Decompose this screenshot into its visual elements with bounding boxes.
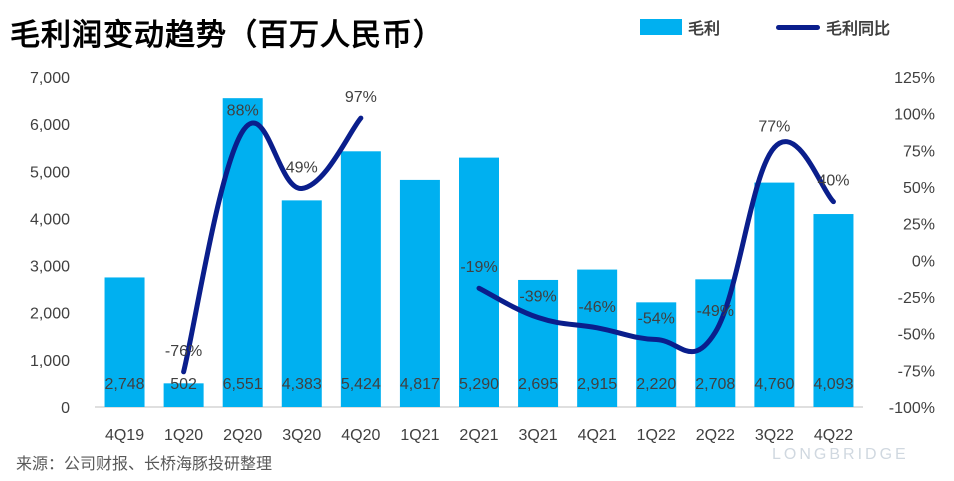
bar — [340, 151, 381, 407]
bar — [163, 383, 204, 407]
bar-value-label: 502 — [170, 376, 197, 393]
yoy-value-label: -46% — [578, 299, 615, 316]
bar-value-label: 2,915 — [577, 376, 617, 393]
yoy-value-label: -49% — [697, 303, 734, 320]
bar-value-label: 5,424 — [341, 376, 381, 393]
yoy-value-label: 88% — [227, 102, 259, 119]
bar — [222, 98, 263, 407]
bar — [459, 157, 499, 407]
y-right-tick-label: 75% — [903, 143, 935, 160]
yoy-value-label: -76% — [165, 343, 202, 360]
x-tick-label: 3Q21 — [519, 427, 558, 444]
y-left-tick-label: 6,000 — [30, 117, 70, 134]
x-tick-label: 1Q21 — [400, 427, 439, 444]
watermark-logo: LONGBRIDGE — [772, 446, 909, 463]
y-right-tick-label: 0% — [912, 253, 935, 270]
yoy-line — [476, 139, 836, 355]
y-left-tick-label: 5,000 — [30, 164, 70, 181]
legend-label-yoy: 毛利同比 — [826, 19, 891, 38]
legend-label-gross-profit: 毛利 — [688, 19, 721, 38]
y-left-tick-label: 2,000 — [30, 306, 70, 323]
y-left-tick-label: 1,000 — [30, 353, 70, 370]
x-tick-label: 4Q22 — [814, 427, 853, 444]
y-right-tick-label: 25% — [903, 217, 935, 234]
legend: 毛利 毛利同比 — [0, 12, 954, 42]
x-tick-label: 2Q21 — [459, 427, 498, 444]
legend-swatch-bar — [640, 19, 682, 35]
x-tick-label: 4Q19 — [105, 427, 144, 444]
x-tick-label: 1Q22 — [637, 427, 676, 444]
y-right-tick-label: -25% — [898, 290, 935, 307]
yoy-value-label: -39% — [519, 289, 556, 306]
y-right-tick-label: 50% — [903, 180, 935, 197]
y-right-tick-label: 125% — [894, 70, 935, 87]
x-tick-label: 4Q20 — [341, 427, 380, 444]
bar — [754, 182, 795, 407]
bar-value-label: 6,551 — [223, 376, 263, 393]
bar-value-label: 4,817 — [400, 376, 440, 393]
source-note: 来源：公司财报、长桥海豚投研整理 — [16, 454, 273, 473]
y-right-tick-label: 100% — [894, 107, 935, 124]
bar-value-label: 2,695 — [518, 376, 558, 393]
bar — [813, 214, 854, 407]
x-tick-label: 1Q20 — [164, 427, 203, 444]
chart-title: 毛利润变动趋势（百万人民币） — [10, 18, 444, 53]
y-left-tick-label: 0 — [61, 400, 70, 417]
x-tick-label: 4Q21 — [578, 427, 617, 444]
yoy-value-label: 49% — [286, 159, 318, 176]
y-left-tick-label: 3,000 — [30, 259, 70, 276]
bar — [281, 200, 322, 407]
bar — [636, 302, 677, 407]
y-right-tick-label: -100% — [889, 400, 935, 417]
y-left-tick-label: 7,000 — [30, 70, 70, 87]
bar-value-label: 5,290 — [459, 376, 499, 393]
yoy-line — [181, 115, 364, 375]
bar — [104, 277, 145, 407]
bar-value-label: 4,760 — [754, 376, 794, 393]
yoy-value-label: 77% — [758, 118, 790, 135]
bar-value-label: 4,093 — [813, 376, 853, 393]
bar — [518, 279, 559, 407]
yoy-value-label: 40% — [817, 173, 849, 190]
legend-swatch-line — [776, 24, 820, 30]
yoy-value-label: -54% — [638, 311, 675, 328]
x-tick-label: 3Q20 — [282, 427, 321, 444]
y-right-tick-label: -75% — [898, 363, 935, 380]
legend-item-yoy: 毛利同比 — [776, 12, 890, 42]
yoy-value-label: -19% — [460, 259, 497, 276]
x-tick-label: 3Q22 — [755, 427, 794, 444]
bar-value-label: 2,708 — [695, 376, 735, 393]
bar — [577, 269, 618, 407]
legend-item-gross-profit: 毛利 — [640, 12, 720, 42]
yoy-value-label: 97% — [345, 89, 377, 106]
x-tick-label: 2Q22 — [696, 427, 735, 444]
bar-value-label: 2,220 — [636, 376, 676, 393]
bar-value-label: 4,383 — [282, 376, 322, 393]
x-tick-label: 2Q20 — [223, 427, 262, 444]
y-left-tick-label: 4,000 — [30, 211, 70, 228]
y-right-tick-label: -50% — [898, 327, 935, 344]
bar-value-label: 2,748 — [105, 376, 145, 393]
bar — [399, 179, 440, 407]
